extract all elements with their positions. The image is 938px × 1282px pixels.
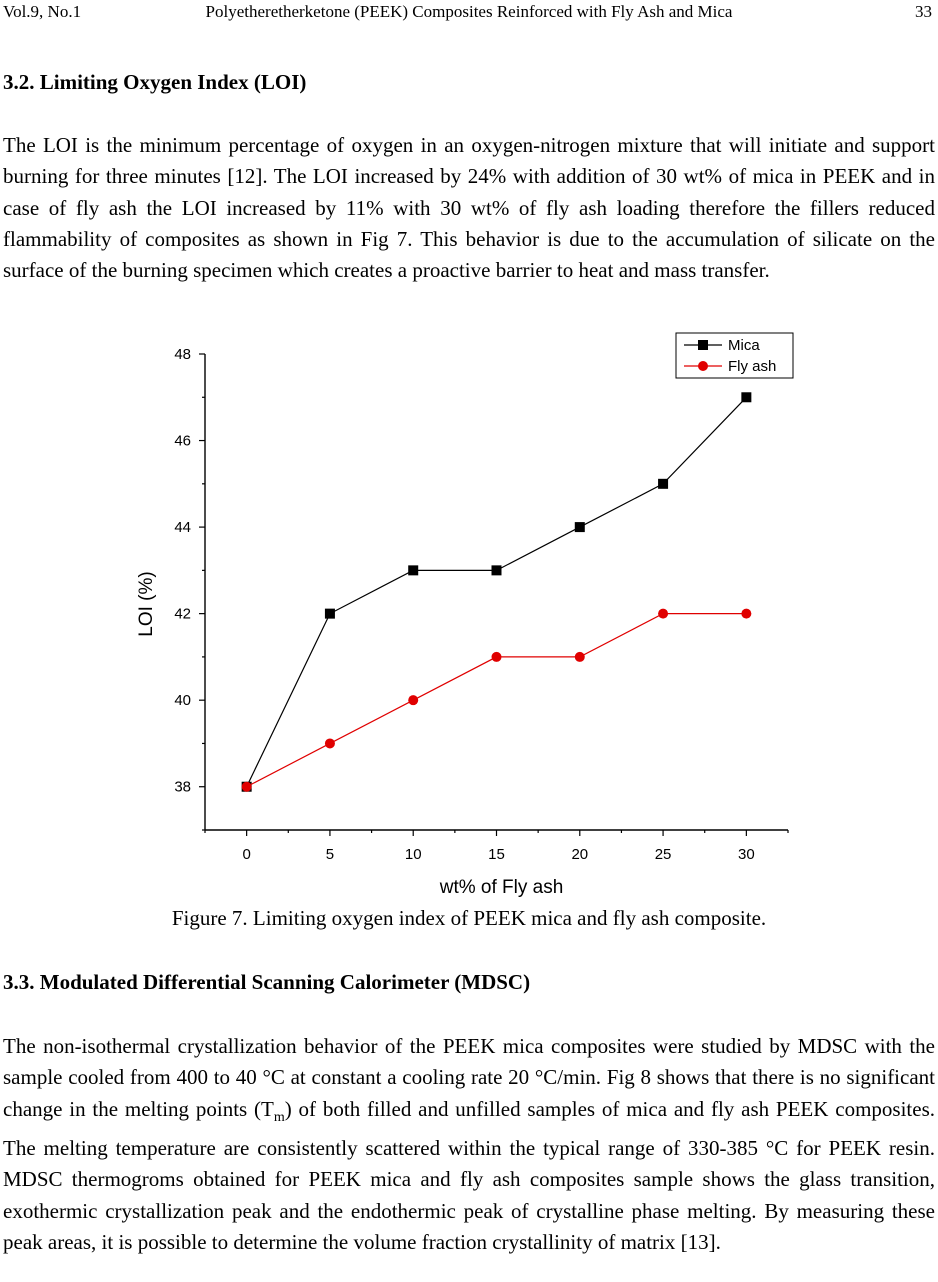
y-tick-label: 38 (174, 779, 191, 796)
data-point-mica (324, 608, 335, 619)
x-tick-label: 5 (326, 846, 334, 863)
section-heading-loi: 3.2. Limiting Oxygen Index (LOI) (3, 70, 307, 94)
x-axis-label: wt% of Fly ash (439, 877, 564, 898)
data-point-fly-ash (241, 781, 252, 792)
paragraph-mdsc-subscript: m (273, 1109, 285, 1125)
header-volume: Vol.9, No.1 (3, 2, 82, 21)
paragraph-mdsc: The non-isothermal crystallization behav… (3, 1031, 935, 1258)
data-point-mica (741, 392, 752, 403)
header-title: Polyetheretherketone (PEEK) Composites R… (205, 2, 733, 21)
series-line-mica (246, 396, 747, 787)
y-tick-label: 42 (174, 606, 191, 623)
paragraph-mdsc-part1: The non-isothermal crystallization behav… (3, 1034, 935, 1121)
loi-line-chart: 38 40 42 44 46 48 0 5 10 15 20 25 30 wt% of Fly ash LO… (136, 332, 794, 898)
x-tick-label: 30 (738, 846, 755, 863)
y-tick-label: 46 (174, 433, 191, 450)
legend-marker-fly-ash (698, 361, 708, 371)
data-point-fly-ash (491, 651, 502, 662)
y-tick-label: 44 (174, 519, 191, 536)
legend-box (675, 332, 794, 379)
data-point-fly-ash (741, 608, 752, 619)
running-header: Vol.9, No.1 Polyetheretherketone (PEEK) … (0, 0, 938, 24)
header-page-number: 33 (915, 2, 932, 21)
y-tick-label: 48 (174, 346, 191, 363)
data-point-mica (491, 565, 502, 576)
section-heading-mdsc: 3.3. Modulated Differential Scanning Cal… (3, 970, 531, 994)
data-point-mica (574, 522, 585, 533)
data-point-fly-ash (324, 738, 335, 749)
y-axis-label: LOI (%) (136, 571, 157, 636)
legend-label: Fly ash (728, 358, 776, 375)
paragraph-mdsc-part2: ) of both filled and unfilled samples of… (3, 1096, 935, 1254)
data-point-fly-ash (658, 608, 669, 619)
data-point-mica (408, 565, 419, 576)
data-point-mica (658, 478, 669, 489)
x-tick-label: 0 (242, 846, 250, 863)
x-tick-label: 15 (488, 846, 505, 863)
figure-caption: Figure 7. Limiting oxygen index of PEEK … (171, 906, 767, 930)
paragraph-loi: The LOI is the minimum percentage of oxy… (3, 133, 935, 283)
x-tick-label: 20 (571, 846, 588, 863)
y-tick-label: 40 (174, 692, 191, 709)
x-tick-label: 25 (655, 846, 672, 863)
series-line-fly-ash (246, 613, 747, 788)
data-point-fly-ash (408, 695, 419, 706)
legend-label: Mica (728, 337, 760, 354)
x-tick-label: 10 (405, 846, 422, 863)
data-point-fly-ash (574, 651, 585, 662)
legend-marker-mica (698, 340, 708, 350)
